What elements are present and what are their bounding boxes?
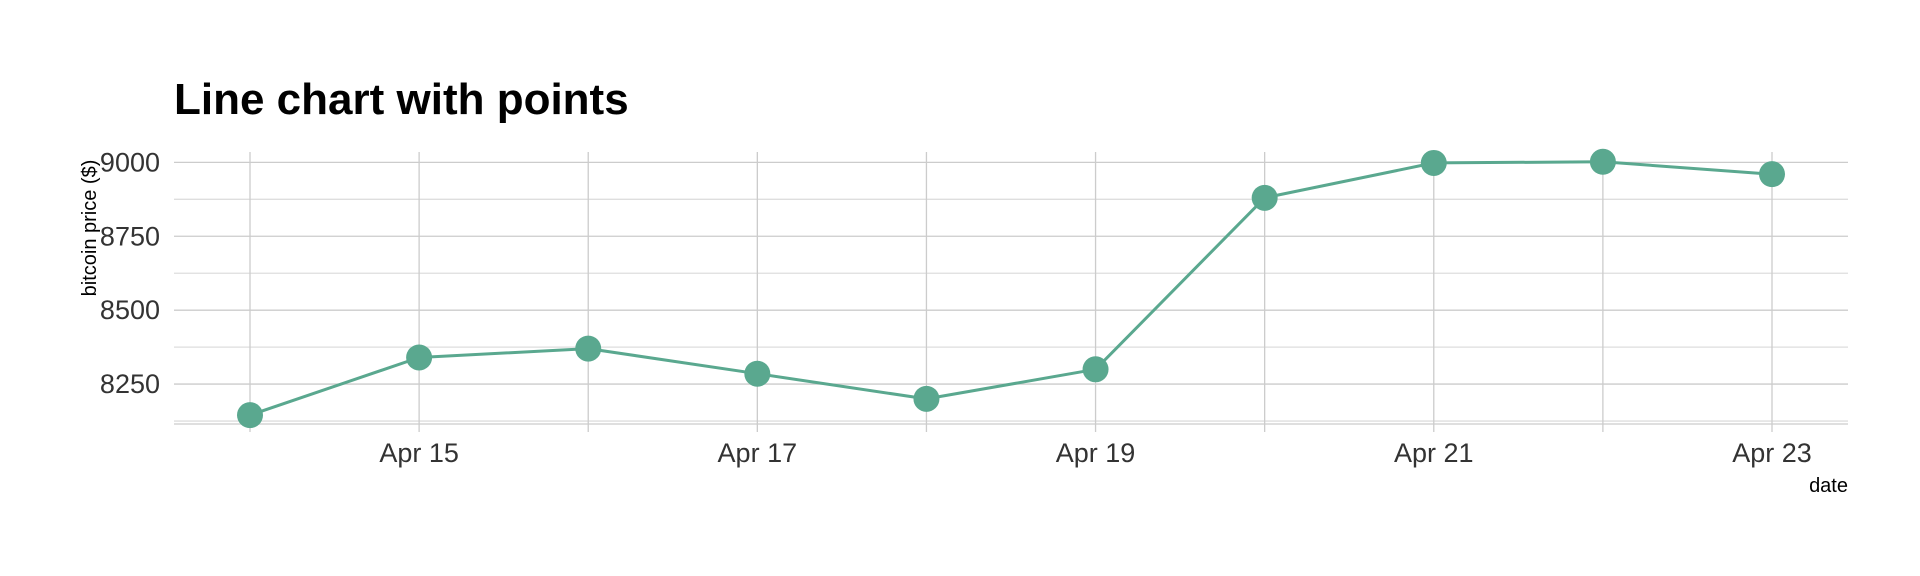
x-tick-label: Apr 21 xyxy=(1394,438,1474,468)
data-series xyxy=(237,148,1785,429)
data-point xyxy=(1589,148,1616,175)
y-tick-label: 8750 xyxy=(100,221,160,251)
series-line xyxy=(249,160,1773,417)
x-tick-label: Apr 15 xyxy=(379,438,459,468)
y-axis: 8250 8500 8750 9000 xyxy=(100,147,160,399)
grid-lines xyxy=(174,152,1848,432)
data-point xyxy=(1082,356,1109,383)
data-point xyxy=(237,402,263,429)
x-tick-label: Apr 19 xyxy=(1056,438,1136,468)
x-axis-title: date xyxy=(1809,475,1848,497)
data-point xyxy=(1759,161,1785,188)
y-tick-label: 8250 xyxy=(100,369,160,399)
x-tick-label: Apr 23 xyxy=(1732,438,1812,468)
chart-title: Line chart with points xyxy=(174,75,629,124)
x-axis: Apr 15 Apr 17 Apr 19 Apr 21 Apr 23 xyxy=(379,438,1811,468)
y-tick-label: 8500 xyxy=(100,295,160,325)
data-point xyxy=(1251,184,1278,211)
data-point xyxy=(575,335,602,362)
y-tick-label: 9000 xyxy=(100,147,160,177)
data-point xyxy=(913,385,940,412)
data-point xyxy=(406,344,433,371)
data-point xyxy=(1420,149,1447,176)
data-point xyxy=(744,360,771,387)
y-axis-title: bitcoin price ($) xyxy=(79,160,101,297)
x-tick-label: Apr 17 xyxy=(718,438,798,468)
